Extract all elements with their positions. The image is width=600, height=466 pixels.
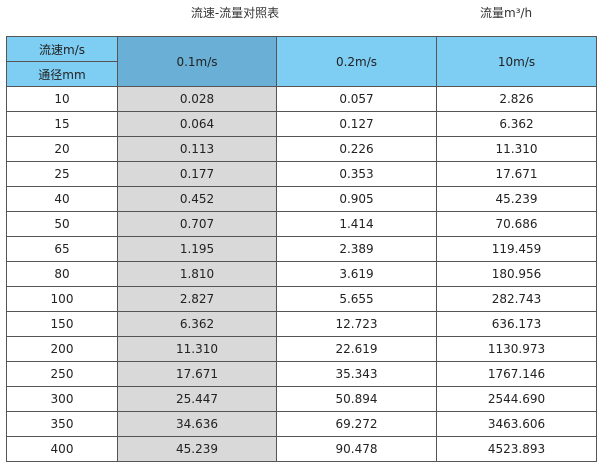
table-row: 20 0.113 0.226 11.310 bbox=[6, 136, 597, 162]
column-header: 10m/s bbox=[436, 36, 597, 87]
flow-cell: 50.894 bbox=[276, 386, 437, 412]
table-row: 65 1.195 2.389 119.459 bbox=[6, 236, 597, 262]
flow-cell: 17.671 bbox=[117, 361, 277, 387]
table-row: 40 0.452 0.905 45.239 bbox=[6, 186, 597, 212]
velocity-header: 流速m/s bbox=[6, 36, 118, 62]
flow-cell: 119.459 bbox=[436, 236, 597, 262]
flow-cell: 22.619 bbox=[276, 336, 437, 362]
table-row: 25 0.177 0.353 17.671 bbox=[6, 161, 597, 187]
diameter-cell: 65 bbox=[6, 236, 118, 262]
table-row: 10 0.028 0.057 2.826 bbox=[6, 86, 597, 112]
flow-cell: 0.028 bbox=[117, 86, 277, 112]
table-row: 400 45.239 90.478 4523.893 bbox=[6, 436, 597, 462]
flow-cell: 90.478 bbox=[276, 436, 437, 462]
column-header: 0.2m/s bbox=[276, 36, 437, 87]
table-row: 350 34.636 69.272 3463.606 bbox=[6, 411, 597, 437]
flow-cell: 0.452 bbox=[117, 186, 277, 212]
flow-cell: 1767.146 bbox=[436, 361, 597, 387]
flow-cell: 0.226 bbox=[276, 136, 437, 162]
table-row: 15 0.064 0.127 6.362 bbox=[6, 111, 597, 137]
flow-cell: 180.956 bbox=[436, 261, 597, 287]
flow-cell: 17.671 bbox=[436, 161, 597, 187]
diameter-cell: 50 bbox=[6, 211, 118, 237]
table-row: 150 6.362 12.723 636.173 bbox=[6, 311, 597, 337]
diameter-cell: 10 bbox=[6, 86, 118, 112]
flow-cell: 69.272 bbox=[276, 411, 437, 437]
flow-cell: 3.619 bbox=[276, 261, 437, 287]
table-row: 300 25.447 50.894 2544.690 bbox=[6, 386, 597, 412]
flow-cell: 0.127 bbox=[276, 111, 437, 137]
diameter-cell: 15 bbox=[6, 111, 118, 137]
flow-cell: 636.173 bbox=[436, 311, 597, 337]
flow-cell: 282.743 bbox=[436, 286, 597, 312]
flow-cell: 2.389 bbox=[276, 236, 437, 262]
diameter-header: 通径mm bbox=[6, 61, 118, 87]
diameter-cell: 400 bbox=[6, 436, 118, 462]
flow-cell: 0.905 bbox=[276, 186, 437, 212]
diameter-cell: 150 bbox=[6, 311, 118, 337]
diameter-cell: 25 bbox=[6, 161, 118, 187]
flow-cell: 1.414 bbox=[276, 211, 437, 237]
table-row: 80 1.810 3.619 180.956 bbox=[6, 261, 597, 287]
flow-cell: 25.447 bbox=[117, 386, 277, 412]
flow-cell: 0.113 bbox=[117, 136, 277, 162]
diameter-cell: 250 bbox=[6, 361, 118, 387]
flow-cell: 6.362 bbox=[117, 311, 277, 337]
diameter-cell: 200 bbox=[6, 336, 118, 362]
flow-cell: 3463.606 bbox=[436, 411, 597, 437]
flow-cell: 0.064 bbox=[117, 111, 277, 137]
flow-cell: 6.362 bbox=[436, 111, 597, 137]
flow-cell: 11.310 bbox=[117, 336, 277, 362]
flow-cell: 12.723 bbox=[276, 311, 437, 337]
flow-cell: 1.810 bbox=[117, 261, 277, 287]
flow-cell: 70.686 bbox=[436, 211, 597, 237]
diameter-cell: 300 bbox=[6, 386, 118, 412]
table-title: 流速-流量对照表 bbox=[190, 6, 280, 20]
table-row: 200 11.310 22.619 1130.973 bbox=[6, 336, 597, 362]
flow-cell: 34.636 bbox=[117, 411, 277, 437]
flow-table: 流速m/s 0.1m/s 0.2m/s 10m/s 通径mm 10 0.028 0.… bbox=[6, 36, 597, 462]
flow-cell: 4523.893 bbox=[436, 436, 597, 462]
flow-cell: 0.707 bbox=[117, 211, 277, 237]
flow-cell: 1.195 bbox=[117, 236, 277, 262]
diameter-cell: 80 bbox=[6, 261, 118, 287]
flow-cell: 2544.690 bbox=[436, 386, 597, 412]
table-row: 250 17.671 35.343 1767.146 bbox=[6, 361, 597, 387]
table-row: 100 2.827 5.655 282.743 bbox=[6, 286, 597, 312]
flow-cell: 0.353 bbox=[276, 161, 437, 187]
flow-cell: 45.239 bbox=[436, 186, 597, 212]
diameter-cell: 20 bbox=[6, 136, 118, 162]
flow-cell: 1130.973 bbox=[436, 336, 597, 362]
diameter-cell: 100 bbox=[6, 286, 118, 312]
flow-cell: 5.655 bbox=[276, 286, 437, 312]
flow-cell: 11.310 bbox=[436, 136, 597, 162]
column-header: 0.1m/s bbox=[117, 36, 277, 87]
diameter-cell: 40 bbox=[6, 186, 118, 212]
flow-cell: 2.826 bbox=[436, 86, 597, 112]
flow-cell: 0.057 bbox=[276, 86, 437, 112]
table-row: 50 0.707 1.414 70.686 bbox=[6, 211, 597, 237]
flow-cell: 45.239 bbox=[117, 436, 277, 462]
unit-label: 流量m³/h bbox=[480, 6, 533, 20]
diameter-cell: 350 bbox=[6, 411, 118, 437]
flow-cell: 2.827 bbox=[117, 286, 277, 312]
flow-cell: 35.343 bbox=[276, 361, 437, 387]
flow-cell: 0.177 bbox=[117, 161, 277, 187]
